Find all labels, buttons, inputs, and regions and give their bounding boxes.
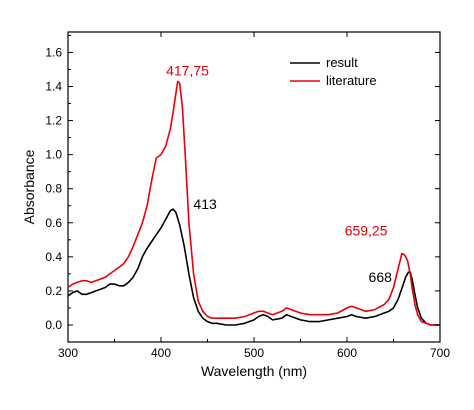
- peak-annotation: 668: [369, 269, 393, 285]
- plot-frame: [67, 31, 441, 343]
- peak-annotation: 659,25: [345, 222, 388, 238]
- series-layer: [67, 80, 440, 326]
- y-tick-label: 0.8: [45, 182, 62, 196]
- y-tick-label: 1.0: [45, 148, 62, 162]
- y-tick-label: 0.4: [45, 250, 62, 264]
- annotation-layer: 417,75 413 659,25 668: [166, 62, 392, 285]
- y-tick-label: 1.4: [45, 80, 62, 94]
- series-line-result: [67, 208, 440, 326]
- y-tick-label: 0.2: [45, 284, 62, 298]
- legend-label-result: result: [326, 55, 358, 70]
- peak-annotation: 413: [193, 196, 217, 212]
- plot-area: [67, 31, 441, 343]
- y-tick-label: 0.6: [45, 216, 62, 230]
- x-tick-label: 700: [430, 346, 450, 360]
- y-axis-title: Absorbance: [21, 149, 37, 224]
- y-tick-label: 1.2: [45, 114, 62, 128]
- x-axis-title: Wavelength (nm): [201, 363, 307, 379]
- peak-annotation: 417,75: [166, 62, 209, 78]
- legend: result literature: [290, 55, 377, 88]
- legend-label-literature: literature: [326, 73, 377, 88]
- axes-layer: 300 400 500 600 700 0.0 0.2 0.4 0.6 0.8 1.0 1.2 1.4 1…: [45, 32, 450, 360]
- y-tick-label: 1.6: [45, 45, 62, 59]
- x-tick-label: 400: [151, 346, 171, 360]
- x-tick-label: 600: [337, 346, 357, 360]
- series-line-literature: [67, 80, 440, 326]
- x-tick-label: 300: [58, 346, 78, 360]
- x-tick-label: 500: [244, 346, 264, 360]
- y-tick-label: 0.0: [45, 318, 62, 332]
